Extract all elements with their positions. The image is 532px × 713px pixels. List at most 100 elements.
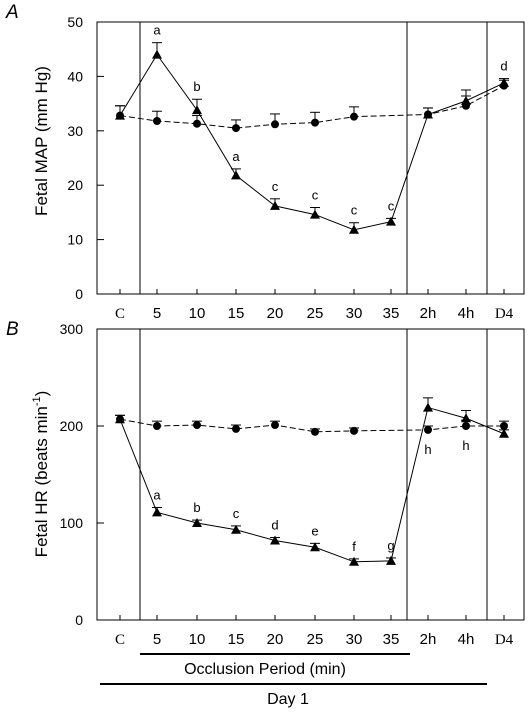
panel-a-x-tick-label: C (115, 306, 125, 322)
panel-a-circle-marker (193, 119, 201, 128)
panel-a-circle-marker (350, 112, 358, 121)
panel-b-plot-frame (96, 328, 525, 621)
panel-b-triangle-marker (270, 535, 280, 545)
panel-b-x-tick-label: 2h (420, 631, 437, 648)
panel-b-annotation-label: a (153, 487, 161, 502)
panel-a-circle-marker (271, 120, 279, 129)
panel-b-triangle-marker (349, 556, 359, 566)
panel-a-annotation-label: c (351, 203, 358, 218)
panel-a-triangle-marker (192, 105, 202, 115)
panel-b-annotation-label: h (462, 438, 469, 453)
panel-b-circle-marker (500, 422, 508, 430)
panel-a-x-tick-label: 10 (189, 305, 206, 322)
panel-b-series-circle-line (119, 418, 504, 433)
panel-b-y-tick-label: 200 (60, 418, 84, 434)
panel-b-annotation-label: b (193, 500, 200, 515)
panel-b-plot: 0 100 200 300 C 5 10 15 20 25 30 35 2h 4h D4 a b c d e f g h h (60, 321, 514, 648)
panel-b-circle-marker (193, 421, 201, 430)
panel-a-x-tick-label: 4h (458, 305, 475, 322)
panel-a-triangle-marker (423, 109, 433, 119)
panel-a-label: A (5, 2, 19, 23)
panel-b-x-tick-label: 35 (383, 631, 400, 648)
panel-b-circle-marker (424, 425, 432, 434)
panel-b-x-tick-label: 25 (307, 631, 324, 648)
panel-a-annotation-label: b (193, 79, 200, 94)
panel-a-y-tick-label: 30 (67, 123, 83, 139)
panel-b-x-tick-label: C (115, 632, 125, 648)
panel-b-annotation-label: c (233, 506, 240, 521)
panel-a-plot: 0 10 20 30 40 50 C 5 10 15 20 25 30 35 2h 4h D4 a b a c c c c d (67, 14, 513, 322)
panel-b-annotation-label: f (352, 539, 356, 554)
panel-a-y-tick-label: 20 (67, 177, 83, 193)
panel-b-y-tick-label: 0 (75, 612, 83, 628)
panel-b-label: B (6, 319, 19, 340)
panel-a-x-tick-label: 2h (420, 305, 437, 322)
panel-b-x-tick-label: 15 (228, 631, 245, 648)
panel-b-triangle-marker (231, 524, 241, 534)
panel-a-triangle-marker (499, 77, 509, 87)
panel-a-x-tick-label: D4 (495, 306, 514, 322)
panel-b-annotation-label: d (271, 518, 278, 533)
panel-a-x-tick-label: 15 (228, 305, 245, 322)
panel-b-circle-marker (271, 421, 279, 430)
panel-b: B Fetal HR (beats min-1) 0 100 200 300 C 5 10 1… (6, 319, 525, 648)
panel-a-annotation-label: d (500, 59, 507, 74)
panel-a-series-circle-line (119, 85, 505, 129)
panel-b-y-axis-label-main: Fetal HR (beats min (32, 406, 51, 557)
panel-a-plot-frame (96, 21, 525, 295)
panel-b-circle-marker (462, 422, 470, 430)
panel-a-triangle-marker (270, 200, 280, 210)
panel-a-annotation-label: c (388, 198, 395, 213)
panel-a-y-tick-label: 50 (67, 14, 83, 30)
panel-b-x-tick-label: 20 (267, 631, 284, 648)
panel-a-annotation-label: c (272, 179, 279, 194)
panel-b-circle-marker (153, 422, 161, 430)
panel-b-triangle-marker (461, 413, 471, 423)
panel-b-x-tick-label: 30 (346, 631, 363, 648)
occlusion-period-label: Occlusion Period (min) (184, 661, 346, 678)
panel-b-x-tick-label: 10 (189, 631, 206, 648)
panel-b-annotation-label: h (424, 442, 431, 457)
day-1-label: Day 1 (267, 691, 309, 708)
panel-a-y-tick-label: 0 (75, 286, 83, 302)
panel-a-triangle-marker (386, 216, 396, 226)
panel-b-triangle-marker (115, 414, 125, 424)
panel-b-y-tick-label: 100 (60, 515, 84, 531)
panel-b-triangle-marker (152, 507, 162, 517)
panel-a-triangle-marker (461, 95, 471, 105)
panel-b-y-axis-label-close: ) (32, 391, 51, 397)
panel-a-circle-marker (232, 124, 240, 133)
panel-a-annotation-label: a (153, 23, 161, 38)
panel-a-triangle-marker (349, 224, 359, 234)
panel-b-triangle-marker (192, 518, 202, 527)
panel-a-triangle-marker (310, 209, 320, 219)
panel-b-x-tick-label: 4h (458, 631, 475, 648)
panel-a: A Fetal MAP (mm Hg) 0 10 20 30 40 50 C 5 10 15 20 2… (5, 2, 525, 322)
panel-a-annotation-label: c (312, 188, 319, 203)
panel-b-triangle-marker (310, 542, 320, 552)
panel-b-y-axis-label-sup: -1 (31, 396, 43, 406)
panel-a-x-tick-label: 5 (153, 305, 161, 322)
panel-b-y-axis-label: Fetal HR (beats min-1) (31, 391, 51, 558)
panel-b-triangle-marker (499, 428, 509, 438)
panel-a-series-triangle-line (119, 53, 505, 231)
panel-a-x-tick-label: 25 (307, 305, 324, 322)
panel-a-circle-marker (311, 118, 319, 127)
panel-a-annotation-label: a (232, 149, 240, 164)
panel-b-x-tick-label: D4 (495, 632, 514, 648)
panel-a-triangle-marker (152, 49, 162, 59)
panel-a-circle-marker (153, 117, 161, 126)
panel-a-triangle-marker (231, 170, 241, 180)
panel-b-annotation-label: g (387, 538, 394, 553)
panel-a-y-tick-label: 10 (67, 232, 83, 248)
panel-b-triangle-marker (423, 402, 433, 412)
panel-a-triangle-marker (115, 110, 125, 120)
panel-b-circle-marker (311, 427, 319, 436)
panel-a-y-tick-label: 40 (67, 68, 83, 84)
panel-b-annotation-label: e (311, 523, 318, 538)
panel-a-x-tick-label: 20 (267, 305, 284, 322)
panel-b-y-tick-label: 300 (60, 321, 84, 337)
panel-a-y-axis-label: Fetal MAP (mm Hg) (32, 66, 51, 216)
panel-b-x-tick-label: 5 (153, 631, 161, 648)
